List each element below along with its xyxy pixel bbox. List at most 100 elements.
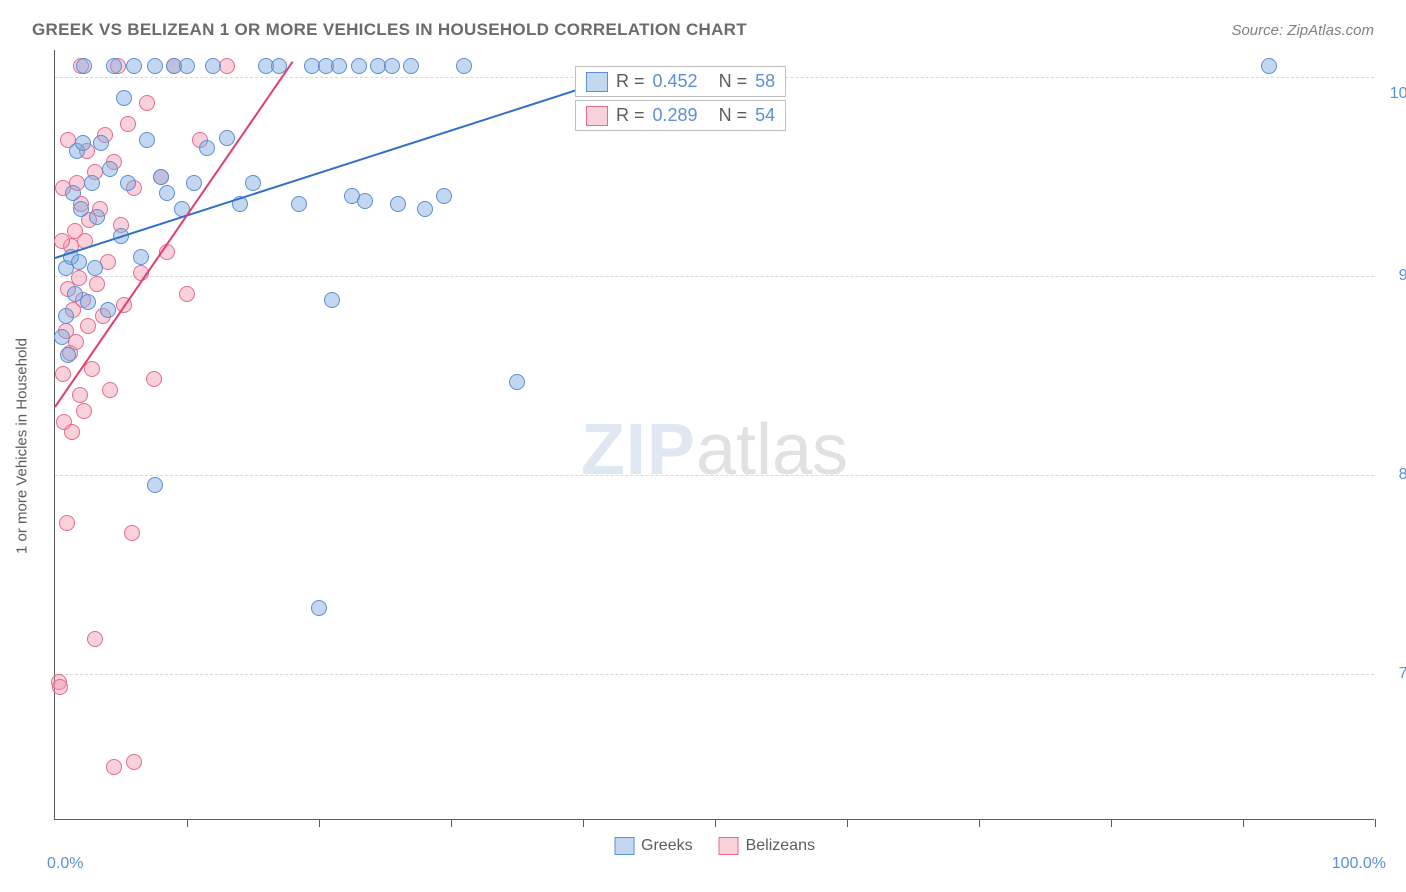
- point-greek: [120, 175, 136, 191]
- x-tick: [847, 819, 848, 827]
- point-greek: [100, 302, 116, 318]
- stats-N-label: N =: [719, 71, 748, 92]
- point-greek: [436, 188, 452, 204]
- point-belizean: [102, 382, 118, 398]
- swatch-belizean-icon: [586, 106, 608, 126]
- chart-source: Source: ZipAtlas.com: [1231, 22, 1374, 39]
- legend: Greeks Belizeans: [614, 837, 815, 855]
- watermark-bold: ZIP: [581, 410, 696, 490]
- point-belizean: [126, 754, 142, 770]
- point-greek: [179, 58, 195, 74]
- point-greek: [84, 175, 100, 191]
- x-tick: [451, 819, 452, 827]
- point-belizean: [89, 276, 105, 292]
- stats-R-label: R =: [616, 71, 645, 92]
- point-greek: [147, 58, 163, 74]
- y-axis-title: 1 or more Vehicles in Household: [14, 338, 31, 554]
- x-tick: [715, 819, 716, 827]
- point-greek: [153, 169, 169, 185]
- point-greek: [147, 477, 163, 493]
- point-greek: [324, 292, 340, 308]
- point-belizean: [80, 318, 96, 334]
- y-tick-label: 85.0%: [1384, 466, 1406, 484]
- point-greek: [106, 58, 122, 74]
- point-belizean: [52, 679, 68, 695]
- stats-R-label: R =: [616, 105, 645, 126]
- x-tick: [583, 819, 584, 827]
- x-min-label: 0.0%: [47, 855, 83, 873]
- x-tick: [1111, 819, 1112, 827]
- y-tick-label: 92.5%: [1384, 267, 1406, 285]
- point-belizean: [139, 95, 155, 111]
- point-greek: [75, 135, 91, 151]
- point-greek: [1261, 58, 1277, 74]
- legend-item-greeks: Greeks: [614, 837, 693, 855]
- point-greek: [139, 132, 155, 148]
- legend-swatch-greek-icon: [614, 837, 634, 855]
- point-belizean: [120, 116, 136, 132]
- stats-box-greeks: R = 0.452 N = 58: [575, 66, 786, 97]
- point-greek: [403, 58, 419, 74]
- point-greek: [102, 161, 118, 177]
- point-belizean: [59, 515, 75, 531]
- point-greek: [58, 308, 74, 324]
- point-belizean: [124, 525, 140, 541]
- point-greek: [87, 260, 103, 276]
- point-belizean: [179, 286, 195, 302]
- point-belizean: [106, 759, 122, 775]
- point-belizean: [71, 270, 87, 286]
- legend-label-belizeans: Belizeans: [746, 837, 815, 855]
- legend-item-belizeans: Belizeans: [719, 837, 815, 855]
- y-tick-label: 100.0%: [1384, 85, 1406, 103]
- point-greek: [65, 185, 81, 201]
- point-greek: [417, 201, 433, 217]
- swatch-greek-icon: [586, 72, 608, 92]
- point-greek: [199, 140, 215, 156]
- point-belizean: [55, 366, 71, 382]
- point-greek: [205, 58, 221, 74]
- point-greek: [357, 193, 373, 209]
- stats-greek-R: 0.452: [653, 71, 698, 92]
- point-greek: [60, 347, 76, 363]
- x-tick: [1243, 819, 1244, 827]
- point-belizean: [87, 631, 103, 647]
- point-greek: [186, 175, 202, 191]
- stats-greek-N: 58: [755, 71, 775, 92]
- point-greek: [351, 58, 367, 74]
- point-belizean: [54, 233, 70, 249]
- point-greek: [384, 58, 400, 74]
- point-greek: [73, 201, 89, 217]
- watermark: ZIPatlas: [581, 409, 848, 491]
- legend-label-greeks: Greeks: [641, 837, 693, 855]
- x-tick: [319, 819, 320, 827]
- point-belizean: [64, 424, 80, 440]
- point-greek: [245, 175, 261, 191]
- point-greek: [390, 196, 406, 212]
- point-belizean: [146, 371, 162, 387]
- point-belizean: [72, 387, 88, 403]
- point-greek: [93, 135, 109, 151]
- chart-header: GREEK VS BELIZEAN 1 OR MORE VEHICLES IN …: [32, 20, 1374, 40]
- stats-N-label: N =: [719, 105, 748, 126]
- stats-belizean-R: 0.289: [653, 105, 698, 126]
- point-greek: [133, 249, 149, 265]
- x-max-label: 100.0%: [1332, 855, 1386, 873]
- gridline: [55, 674, 1374, 675]
- legend-swatch-belizean-icon: [719, 837, 739, 855]
- point-greek: [126, 58, 142, 74]
- stats-box-belizeans: R = 0.289 N = 54: [575, 100, 786, 131]
- x-tick: [1375, 819, 1376, 827]
- x-tick: [187, 819, 188, 827]
- point-greek: [76, 58, 92, 74]
- chart-title: GREEK VS BELIZEAN 1 OR MORE VEHICLES IN …: [32, 20, 747, 40]
- watermark-thin: atlas: [696, 410, 848, 490]
- gridline: [55, 276, 1374, 277]
- point-greek: [331, 58, 347, 74]
- point-greek: [311, 600, 327, 616]
- stats-belizean-N: 54: [755, 105, 775, 126]
- scatter-plot: ZIPatlas 0.0% 100.0% Greeks Belizeans 77…: [54, 50, 1374, 820]
- point-greek: [159, 185, 175, 201]
- point-greek: [116, 90, 132, 106]
- point-greek: [54, 329, 70, 345]
- point-greek: [71, 254, 87, 270]
